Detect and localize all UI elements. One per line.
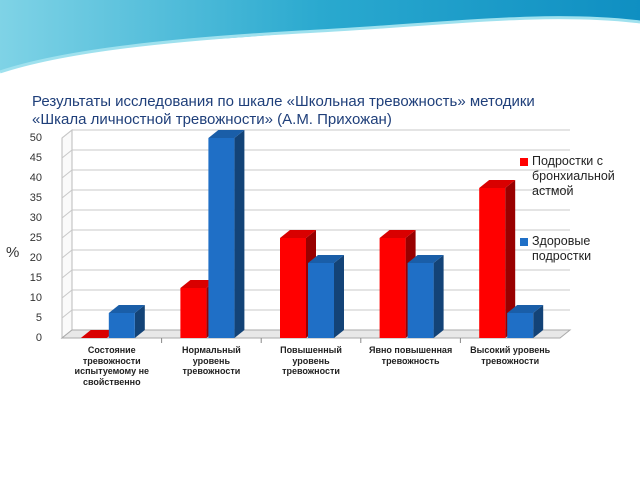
legend-label: Здоровые подростки [532, 234, 592, 263]
grid-line-side [61, 129, 73, 139]
bar-top [308, 255, 344, 263]
wave-line [0, 16, 640, 74]
x-tick-label: Явно повышенная тревожность [368, 345, 453, 366]
bar-top [80, 330, 117, 338]
bar-side [505, 180, 516, 338]
bar-top [379, 230, 416, 238]
legend-swatch [520, 158, 528, 166]
grid-line-side [61, 209, 73, 219]
bar-top [280, 230, 316, 238]
grid-line-side [61, 169, 73, 179]
bar [308, 263, 334, 338]
bar [407, 263, 434, 338]
legend-swatch [520, 238, 528, 246]
legend-label: Подростки с бронхиальной астмой [532, 154, 615, 198]
header-wave [0, 0, 640, 72]
bar-top [108, 305, 145, 313]
bar-side [533, 305, 544, 338]
bar-top [507, 305, 544, 313]
x-tick-label: Состояние тревожности испытуемому не сво… [74, 345, 150, 387]
y-tick-label: 5 [36, 312, 42, 324]
y-tick-label: 0 [36, 332, 42, 344]
bar-side [234, 130, 245, 338]
grid-line-side [61, 309, 73, 319]
grid-line-side [61, 269, 73, 279]
x-tick-label: Нормальный уровень тревожности [181, 345, 241, 376]
grid-line-side [61, 189, 73, 199]
y-tick-label: 30 [30, 212, 42, 224]
y-tick-label: 20 [30, 252, 42, 264]
y-tick-label: 40 [30, 172, 42, 184]
bar-top [407, 255, 444, 263]
bar [180, 288, 207, 338]
chart-title: Результаты исследования по шкале «Школьн… [32, 93, 535, 128]
bar-side [433, 255, 444, 338]
bar [108, 313, 135, 338]
y-tick-label: 45 [30, 152, 42, 164]
grid-line-side [61, 249, 73, 259]
y-tick-label: 50 [30, 132, 42, 144]
y-axis-label: % [6, 244, 20, 261]
grid-line-side [61, 149, 73, 159]
bar-top [479, 180, 516, 188]
bar [280, 238, 306, 338]
x-tick-label: Повышенный уровень тревожности [280, 345, 342, 376]
grid-line-side [61, 289, 73, 299]
x-tick-label: Высокий уровень тревожности [470, 345, 551, 366]
bar [507, 313, 534, 338]
bar [479, 188, 506, 338]
y-tick-label: 10 [30, 292, 42, 304]
bar-top [208, 130, 245, 138]
bar-top [180, 280, 217, 288]
y-tick-label: 25 [30, 232, 42, 244]
bar-side [134, 305, 145, 338]
bar [379, 238, 406, 338]
bar-side [334, 255, 344, 338]
grid-line-side [61, 229, 73, 239]
y-tick-label: 35 [30, 192, 42, 204]
y-tick-label: 15 [30, 272, 42, 284]
bar [208, 138, 235, 338]
